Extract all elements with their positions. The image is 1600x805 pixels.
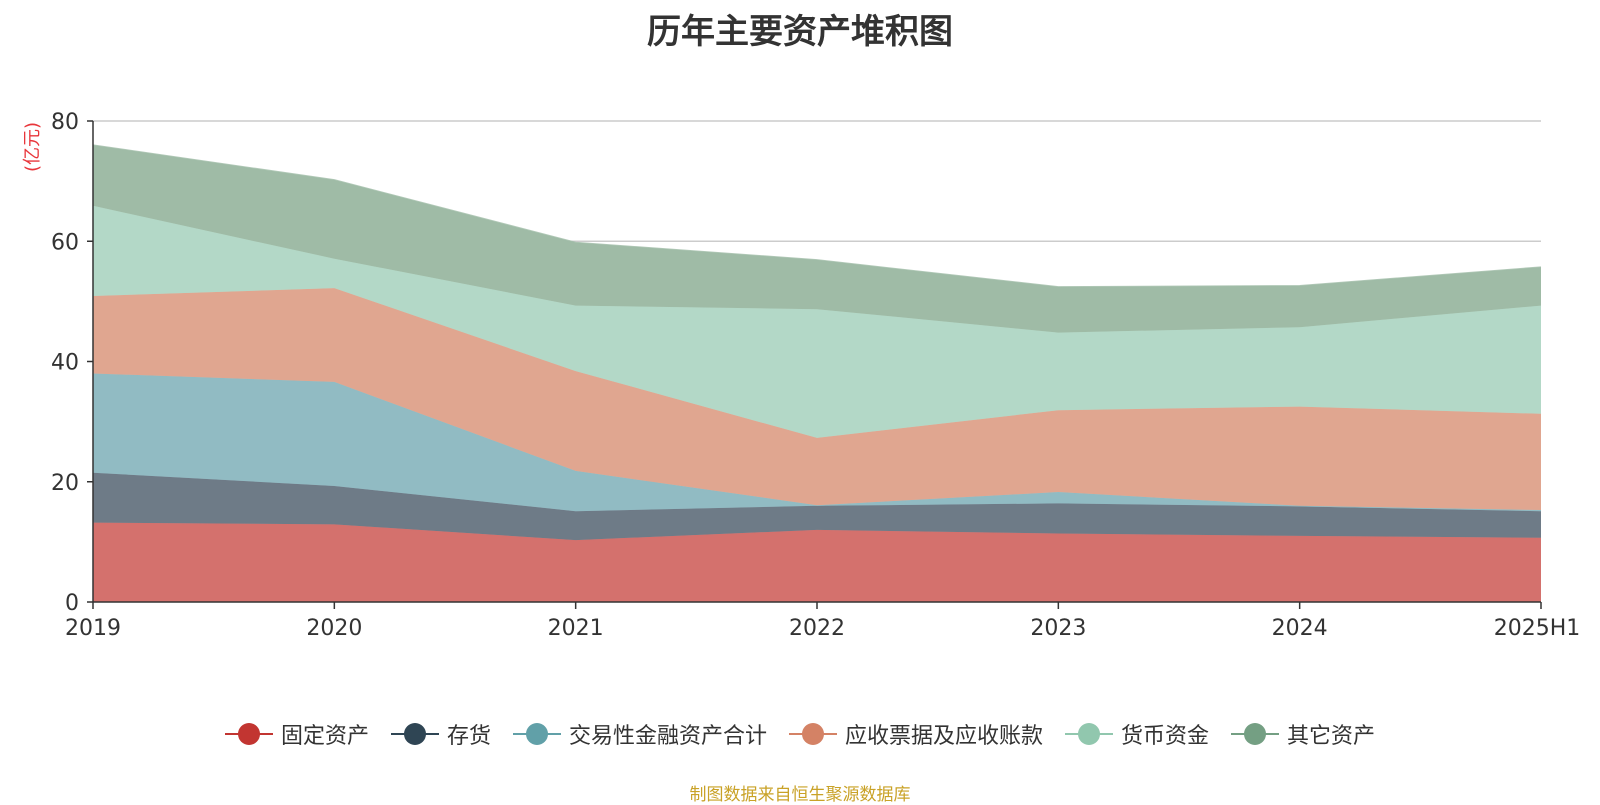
legend-label: 存货 <box>446 724 491 749</box>
legend-label: 货币资金 <box>1121 724 1210 749</box>
legend-marker-icon <box>512 722 561 746</box>
y-tick-label: 80 <box>51 110 79 135</box>
x-tick-label: 2021 <box>548 616 604 641</box>
legend-item-3[interactable]: 应收票据及应收账款 <box>789 718 1043 750</box>
legend-label: 应收票据及应收账款 <box>845 724 1044 749</box>
legend-item-5[interactable]: 其它资产 <box>1231 718 1375 750</box>
legend-item-2[interactable]: 交易性金融资产合计 <box>512 718 767 750</box>
y-tick-label: 60 <box>51 230 79 255</box>
x-tick-label: 2024 <box>1272 616 1328 641</box>
legend-item-1[interactable]: 存货 <box>390 718 491 750</box>
legend: 固定资产 存货 交易性金融资产合计 应收票据及应收账款 货币资金 其它资产 <box>0 718 1600 750</box>
legend-marker-icon <box>224 722 273 746</box>
y-tick-label: 40 <box>51 351 79 376</box>
y-tick-label: 0 <box>65 591 79 616</box>
legend-item-4[interactable]: 货币资金 <box>1065 718 1209 750</box>
x-tick-label: 2023 <box>1030 616 1086 641</box>
area-series-4 <box>93 205 1541 438</box>
legend-label: 固定资产 <box>280 724 369 749</box>
legend-item-0[interactable]: 固定资产 <box>224 718 369 750</box>
legend-label: 其它资产 <box>1287 724 1376 749</box>
area-series-3 <box>93 288 1541 510</box>
chart-title: 历年主要资产堆积图 <box>647 12 953 52</box>
legend-marker-icon <box>789 722 837 746</box>
legend-marker-icon <box>390 722 439 746</box>
axes: 0 20 40 60 80 2019 2020 2021 2022 2023 2024 2025H1 <box>51 110 1580 641</box>
area-series-5 <box>93 145 1541 333</box>
x-tick-label: 2020 <box>306 616 362 641</box>
y-axis-unit-label: (亿元) <box>22 122 43 172</box>
area-series-2 <box>93 373 1541 512</box>
x-tick-label: 2022 <box>789 616 845 641</box>
source-note: 制图数据来自恒生聚源数据库 <box>689 785 911 805</box>
x-tick-label: 2019 <box>65 616 121 641</box>
area-series-0 <box>93 522 1541 602</box>
series-line-5 <box>92 144 1542 288</box>
legend-marker-icon <box>1231 722 1280 746</box>
y-tick-label: 20 <box>51 471 79 496</box>
x-tick-label: 2025H1 <box>1494 616 1581 641</box>
area-series-layer <box>92 144 1542 602</box>
legend-label: 交易性金融资产合计 <box>568 724 767 749</box>
legend-marker-icon <box>1065 722 1114 746</box>
